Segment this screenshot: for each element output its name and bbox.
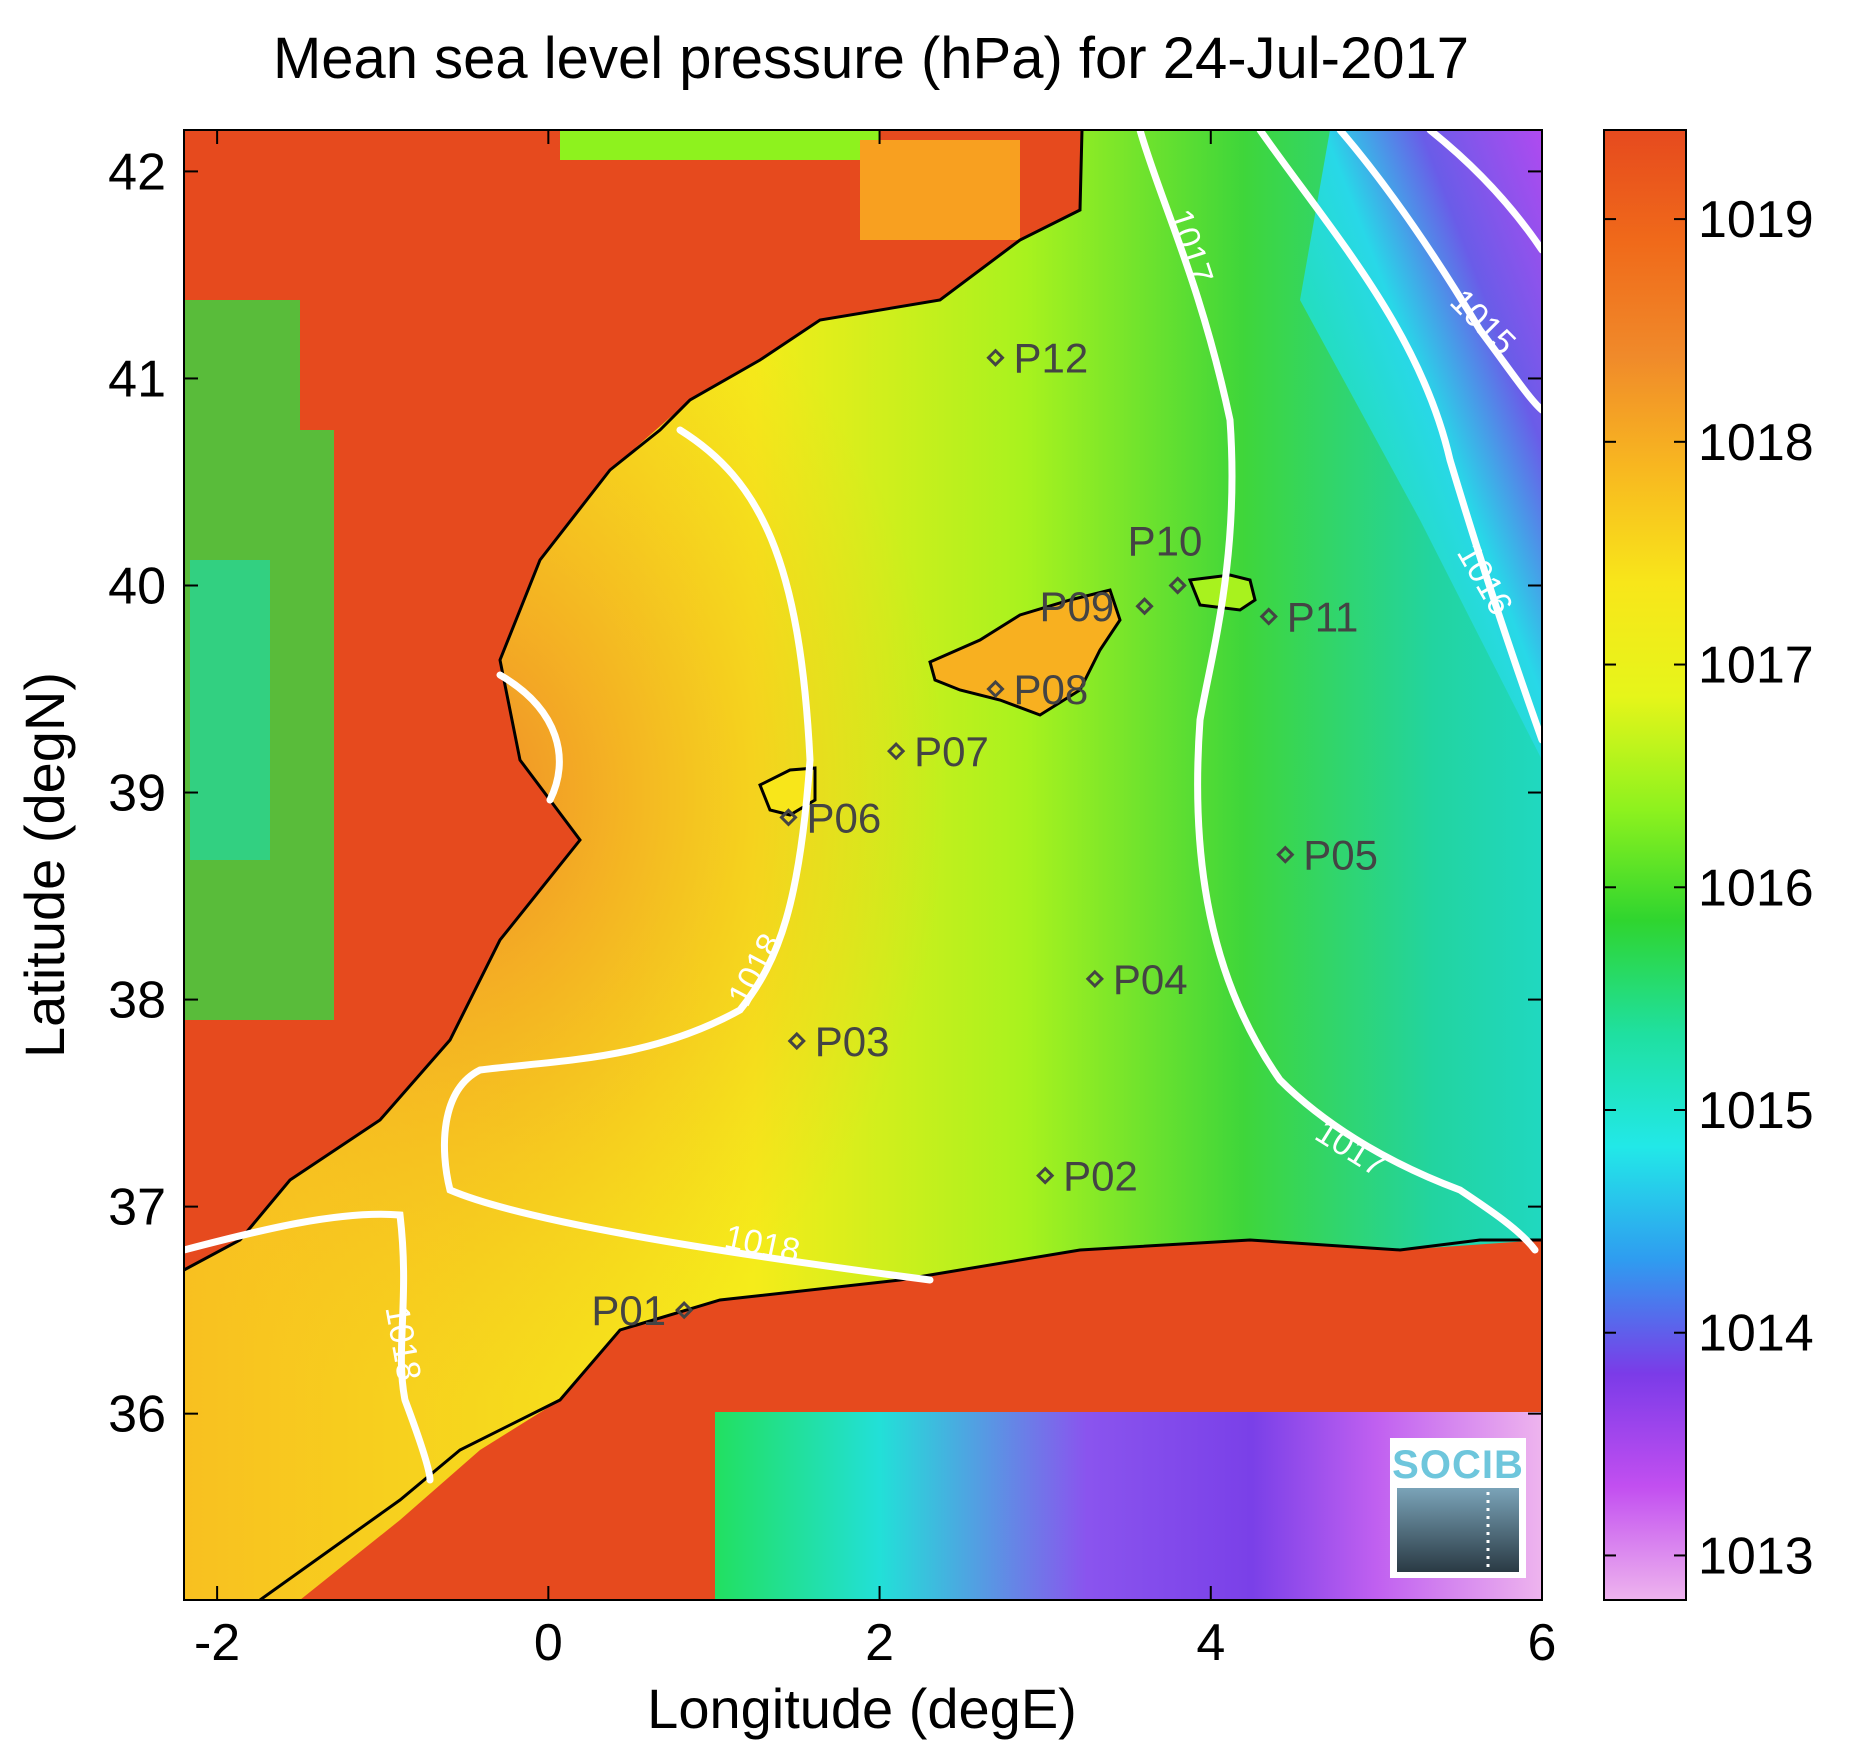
y-tick-label: 39: [108, 765, 166, 823]
iberia-coastline: [184, 130, 1084, 1272]
iberia-north-strip: [560, 130, 880, 160]
station-label: P03: [815, 1018, 890, 1065]
colorbar-tick-label: 1017: [1698, 637, 1814, 695]
station-label: P05: [1303, 832, 1378, 879]
colorbar-tick-label: 1014: [1698, 1305, 1814, 1363]
colorbar-ticks: 1013 1014 1015 1016 1017 1018 1019: [1604, 191, 1814, 1585]
x-tick-label: 4: [1196, 1614, 1225, 1672]
station-marker: [986, 348, 1005, 367]
chart-title: Mean sea level pressure (hPa) for 24-Jul…: [273, 26, 1469, 91]
x-tick-label: 6: [1528, 1614, 1557, 1672]
contour-1018-coast-loop: [496, 671, 563, 804]
contour-1018-main: [440, 426, 934, 1284]
y-tick-label: 42: [108, 143, 166, 201]
station-marker: [1135, 597, 1154, 616]
station-label: P12: [1013, 335, 1088, 382]
station-marker: [779, 808, 798, 827]
colorbar-tick-label: 1016: [1698, 859, 1814, 917]
pressure-contours: [184, 130, 1542, 1484]
x-axis-label: Longitude (degE): [647, 1677, 1077, 1740]
station-label: P08: [1013, 666, 1088, 713]
colorbar-tick-label: 1015: [1698, 1082, 1814, 1140]
station-label: P11: [1287, 594, 1359, 641]
station-label: P02: [1063, 1153, 1138, 1200]
x-tick-label: 2: [865, 1614, 894, 1672]
station-marker: [1036, 1166, 1055, 1185]
socib-logo-text: SOCIB: [1392, 1443, 1524, 1487]
socib-logo: SOCIB: [1390, 1438, 1526, 1578]
map-plot-area: 1018 1018 1018 1017 1017 1016 1015 P01P0…: [184, 130, 1542, 1600]
station-label: P04: [1113, 956, 1188, 1003]
station-label: P10: [1128, 517, 1203, 564]
station-marker: [1085, 969, 1104, 988]
colorbar-tick-label: 1019: [1698, 191, 1814, 249]
x-tick-label: -2: [194, 1614, 240, 1672]
y-tick-label: 37: [108, 1179, 166, 1237]
colorbar-tick-label: 1018: [1698, 414, 1814, 472]
contour-1014: [1426, 130, 1542, 254]
contour-1016: [1256, 130, 1542, 744]
station-marker: [887, 742, 906, 761]
colorbar-gradient: [1603, 129, 1687, 1601]
colorbar-tick-label: 1013: [1698, 1527, 1814, 1585]
station-marker: [675, 1301, 694, 1320]
x-axis-ticks: -2 0 2 4 6: [194, 130, 1556, 1672]
colorbar: 1013 1014 1015 1016 1017 1018 1019: [1603, 129, 1814, 1601]
station-markers: P01 P02 P03 P04 P05 P06 P07 P08 P09 P10 P11 P12: [591, 335, 1378, 1334]
africa-coastline: [259, 1238, 1542, 1600]
iberia-interior-yellow: [190, 560, 270, 860]
station-label: P09: [1040, 583, 1115, 630]
northeast-low-pressure: [1300, 130, 1542, 760]
contour-1017: [1136, 130, 1539, 1254]
station-marker: [1259, 607, 1278, 626]
y-axis-label: Latitude (degN): [13, 672, 76, 1058]
y-tick-label: 36: [108, 1386, 166, 1444]
station-label: P01: [591, 1287, 666, 1334]
station-marker: [1276, 845, 1295, 864]
y-tick-label: 41: [108, 350, 166, 408]
station-label: P06: [806, 794, 881, 841]
station-marker: [787, 1031, 806, 1051]
station-marker: [1168, 576, 1187, 595]
plot-frame: [183, 129, 1543, 1601]
contour-1018-southwest: [184, 1210, 434, 1484]
y-tick-label: 38: [108, 972, 166, 1030]
y-tick-label: 40: [108, 557, 166, 615]
station-label: P07: [914, 728, 989, 775]
x-tick-label: 0: [534, 1614, 563, 1672]
iberia-strip-orange: [300, 170, 520, 430]
mallorca-island: [928, 588, 1122, 717]
y-axis-ticks: 36 37 38 39 40 41 42: [108, 143, 1542, 1444]
ibiza-island: [758, 766, 817, 817]
contour-1015: [1336, 130, 1542, 414]
station-marker: [986, 679, 1005, 699]
iberia-coastal-band: [860, 140, 1020, 240]
